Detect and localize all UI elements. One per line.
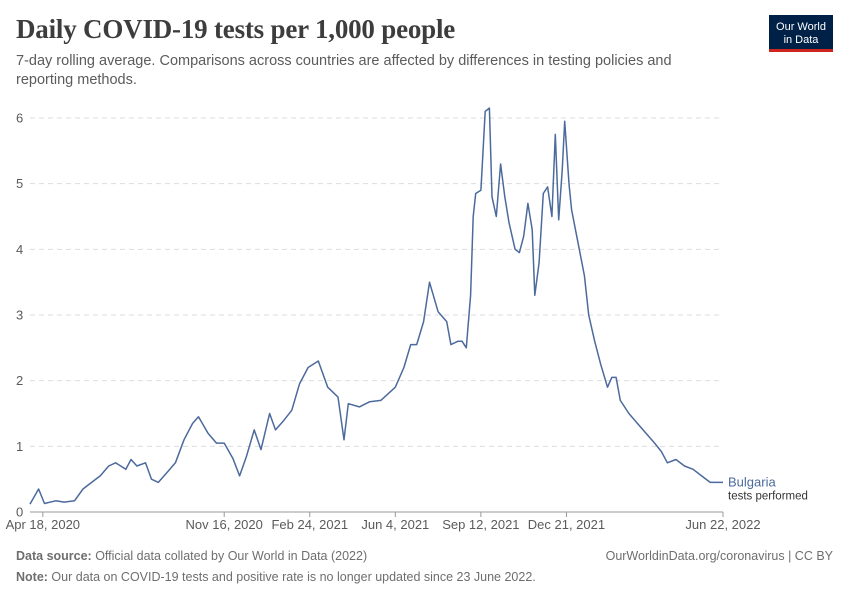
note-label: Note: bbox=[16, 570, 48, 584]
owid-logo[interactable]: Our World in Data bbox=[769, 15, 833, 52]
x-tick-label: Nov 16, 2020 bbox=[186, 517, 263, 532]
footer-link[interactable]: OurWorldinData.org/coronavirus | CC BY bbox=[605, 549, 833, 563]
y-tick-label: 5 bbox=[16, 176, 23, 191]
x-tick-label: Apr 18, 2020 bbox=[6, 517, 80, 532]
data-source-label: Data source: bbox=[16, 549, 92, 563]
note-text: Our data on COVID-19 tests and positive … bbox=[47, 570, 536, 584]
logo-line-2: in Data bbox=[783, 33, 819, 46]
legend-series-label: Bulgaria bbox=[728, 474, 776, 489]
chart-note: Note: Our data on COVID-19 tests and pos… bbox=[16, 570, 536, 584]
y-tick-label: 0 bbox=[16, 505, 23, 520]
y-tick-label: 3 bbox=[16, 308, 23, 323]
x-tick-label: Feb 24, 2021 bbox=[271, 517, 348, 532]
legend-series-sublabel: tests performed bbox=[728, 490, 808, 502]
y-tick-label: 1 bbox=[16, 439, 23, 454]
series-line-bulgaria bbox=[29, 107, 723, 505]
x-tick-label: Jun 22, 2022 bbox=[685, 517, 760, 532]
data-source-text: Official data collated by Our World in D… bbox=[91, 549, 368, 563]
data-source: Data source: Official data collated by O… bbox=[16, 549, 367, 563]
y-tick-label: 4 bbox=[16, 242, 23, 257]
x-tick-label: Dec 21, 2021 bbox=[528, 517, 605, 532]
chart-subtitle: 7-day rolling average. Comparisons acros… bbox=[16, 53, 672, 88]
x-tick-label: Jun 4, 2021 bbox=[361, 517, 429, 532]
chart-title: Daily COVID-19 tests per 1,000 people bbox=[16, 14, 456, 44]
y-tick-label: 6 bbox=[16, 111, 23, 126]
y-tick-label: 2 bbox=[16, 373, 23, 388]
logo-line-1: Our World bbox=[776, 21, 826, 33]
x-tick-label: Sep 12, 2021 bbox=[442, 517, 519, 532]
